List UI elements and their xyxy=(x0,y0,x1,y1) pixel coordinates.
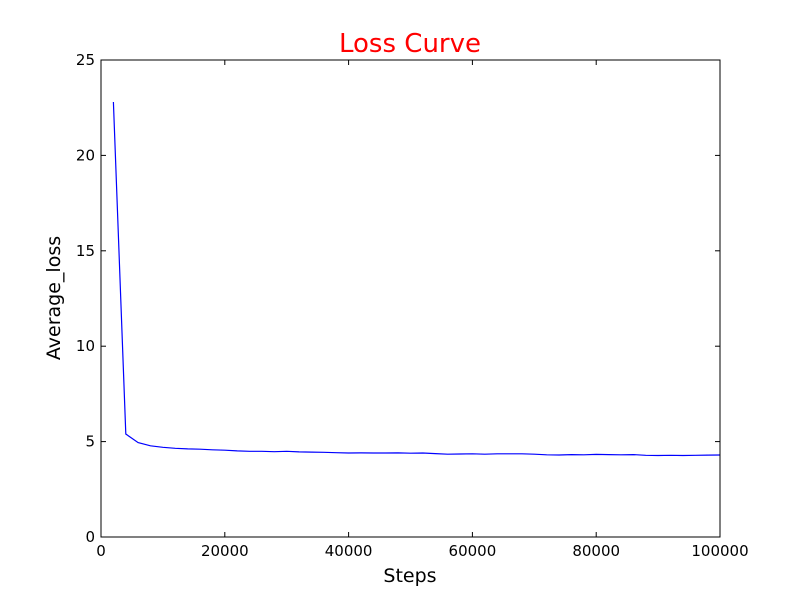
x-tick-label: 40000 xyxy=(325,542,373,560)
x-tick-label: 100000 xyxy=(691,542,748,560)
y-tick-label: 20 xyxy=(76,146,95,164)
plot-frame xyxy=(100,59,721,538)
y-tick-label: 0 xyxy=(85,528,95,546)
x-tick-label: 60000 xyxy=(449,542,497,560)
axis-ticks: 0 20000 40000 60000 80000 100000 0 5 10 15 20 25 xyxy=(76,51,749,560)
x-tick-label: 0 xyxy=(96,542,106,560)
x-axis-label: Steps xyxy=(383,565,436,587)
series-line-1 xyxy=(112,101,721,457)
y-axis-label: Average_loss xyxy=(43,236,65,360)
y-tick-label: 25 xyxy=(76,51,95,69)
x-tick-label: 20000 xyxy=(201,542,249,560)
x-tick-label: 80000 xyxy=(572,542,620,560)
y-tick-label: 10 xyxy=(76,337,95,355)
y-tick-label: 15 xyxy=(76,242,95,260)
chart-title: Loss Curve xyxy=(339,29,481,59)
y-tick-label: 5 xyxy=(85,433,95,451)
plot-area xyxy=(100,59,721,538)
